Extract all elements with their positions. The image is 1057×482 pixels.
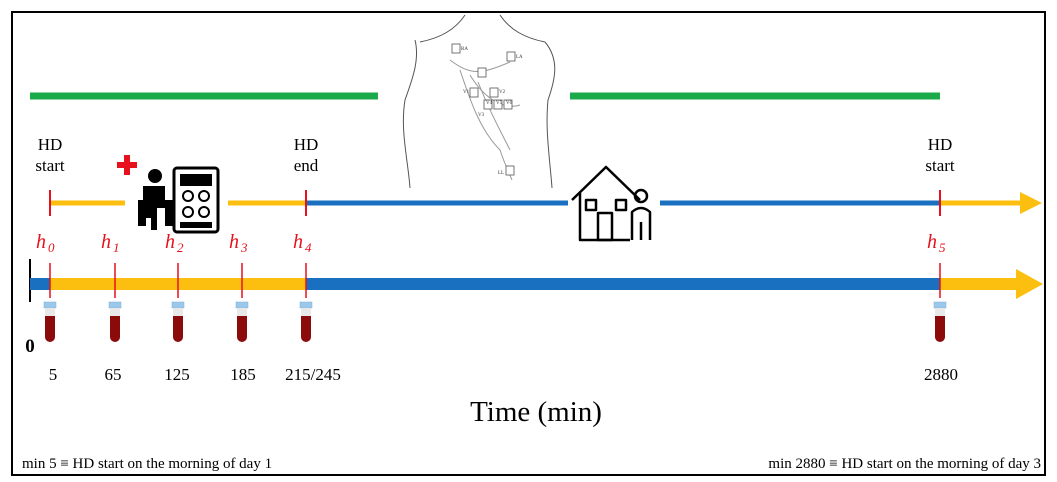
electrode-label: V6 xyxy=(506,101,513,106)
home-icon xyxy=(571,165,652,242)
ecg-torso-icon xyxy=(402,14,556,189)
timepoint-label-h1: h 1 xyxy=(101,231,120,255)
axis-title: Time (min) xyxy=(470,396,602,428)
blood-tube-icon xyxy=(43,301,57,342)
upper-arrowhead xyxy=(1020,192,1042,214)
electrode-label: V1 xyxy=(463,90,470,95)
timepoint-sub: 2 xyxy=(177,240,184,255)
timepoint-label-h3: h 3 xyxy=(229,231,248,255)
timepoint-sub: 3 xyxy=(240,240,248,255)
timepoint-sub: 4 xyxy=(305,240,312,255)
blood-tube-icon xyxy=(108,301,122,342)
electrode-label: V4 xyxy=(486,101,493,106)
timepoint-var: h xyxy=(101,231,111,253)
hd-end-label-bottom: end xyxy=(294,156,319,175)
timepoint-var: h xyxy=(229,231,239,253)
ecg-electrodes: RA LA V1 V2 V3 V4 V5 V6 LL xyxy=(451,43,523,176)
electrode-label: V2 xyxy=(499,90,506,95)
blood-tube-icon xyxy=(299,301,313,342)
electrode-label: LA xyxy=(516,55,523,60)
minute-label: 215/245 xyxy=(285,365,341,384)
footnote-left: min 5 ≡ HD start on the morning of day 1 xyxy=(22,456,272,472)
blood-tube-icon xyxy=(171,301,185,342)
electrode-label: LL xyxy=(498,171,504,176)
hemodialysis-patient-icon xyxy=(117,155,220,234)
blood-tube-icon xyxy=(235,301,249,342)
origin-label: 0 xyxy=(25,336,35,357)
hd-start-label-bottom: start xyxy=(35,156,65,175)
minute-label: 65 xyxy=(105,365,122,384)
footnote-right: min 2880 ≡ HD start on the morning of da… xyxy=(768,456,1041,472)
hd-end-label-top: HD xyxy=(294,135,319,154)
timepoint-label-h5: h 5 xyxy=(927,231,946,255)
diagram-border xyxy=(11,11,1046,476)
timepoint-var: h xyxy=(36,231,46,253)
minute-label: 125 xyxy=(164,365,190,384)
minute-label: 185 xyxy=(230,365,256,384)
timepoint-label-h0: h 0 xyxy=(36,231,55,255)
timepoint-sub: 0 xyxy=(48,240,55,255)
timepoint-var: h xyxy=(927,231,937,253)
electrode-label: RA xyxy=(461,47,468,52)
medical-cross-icon xyxy=(117,155,137,175)
timepoint-sub: 5 xyxy=(939,240,946,255)
timepoint-var: h xyxy=(165,231,175,253)
blood-tube-icon xyxy=(933,301,947,342)
hd-start2-label-bottom: start xyxy=(925,156,955,175)
timepoint-label-h2: h 2 xyxy=(165,231,184,255)
minute-label: 2880 xyxy=(924,365,958,384)
hd-start2-label-top: HD xyxy=(928,135,953,154)
timepoint-sub: 1 xyxy=(113,240,120,255)
timepoint-label-h4: h 4 xyxy=(293,231,312,255)
lower-arrowhead xyxy=(1016,269,1043,299)
hd-start-label-top: HD xyxy=(38,135,63,154)
electrode-label: V3 xyxy=(478,113,485,118)
minute-label: 5 xyxy=(49,365,58,384)
electrode-label: V5 xyxy=(496,101,503,106)
timepoint-var: h xyxy=(293,231,303,253)
